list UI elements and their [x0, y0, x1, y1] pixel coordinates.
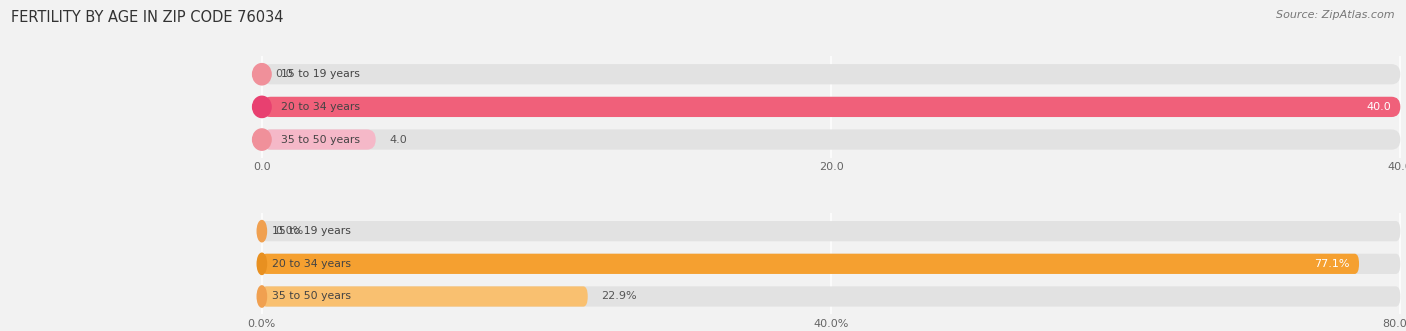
FancyBboxPatch shape: [262, 64, 1400, 84]
Text: FERTILITY BY AGE IN ZIP CODE 76034: FERTILITY BY AGE IN ZIP CODE 76034: [11, 10, 284, 25]
Circle shape: [257, 253, 267, 274]
Text: 77.1%: 77.1%: [1315, 259, 1350, 269]
Text: 15 to 19 years: 15 to 19 years: [281, 69, 360, 79]
Text: 4.0: 4.0: [389, 135, 408, 145]
Text: 35 to 50 years: 35 to 50 years: [271, 292, 350, 302]
FancyBboxPatch shape: [262, 97, 1400, 117]
FancyBboxPatch shape: [262, 221, 1400, 241]
FancyBboxPatch shape: [262, 129, 1400, 150]
Text: 35 to 50 years: 35 to 50 years: [281, 135, 360, 145]
Text: 20 to 34 years: 20 to 34 years: [271, 259, 350, 269]
Text: 15 to 19 years: 15 to 19 years: [271, 226, 350, 236]
FancyBboxPatch shape: [262, 97, 1400, 117]
Text: Source: ZipAtlas.com: Source: ZipAtlas.com: [1277, 10, 1395, 20]
Text: 40.0: 40.0: [1367, 102, 1391, 112]
FancyBboxPatch shape: [262, 254, 1400, 274]
Circle shape: [257, 220, 267, 242]
FancyBboxPatch shape: [262, 129, 375, 150]
Circle shape: [253, 129, 271, 150]
Text: 20 to 34 years: 20 to 34 years: [281, 102, 360, 112]
Circle shape: [257, 286, 267, 307]
FancyBboxPatch shape: [262, 286, 1400, 307]
Text: 0.0: 0.0: [276, 69, 292, 79]
FancyBboxPatch shape: [262, 254, 1360, 274]
Circle shape: [253, 96, 271, 118]
FancyBboxPatch shape: [262, 286, 588, 307]
Text: 0.0%: 0.0%: [276, 226, 304, 236]
Text: 22.9%: 22.9%: [602, 292, 637, 302]
Circle shape: [253, 64, 271, 85]
